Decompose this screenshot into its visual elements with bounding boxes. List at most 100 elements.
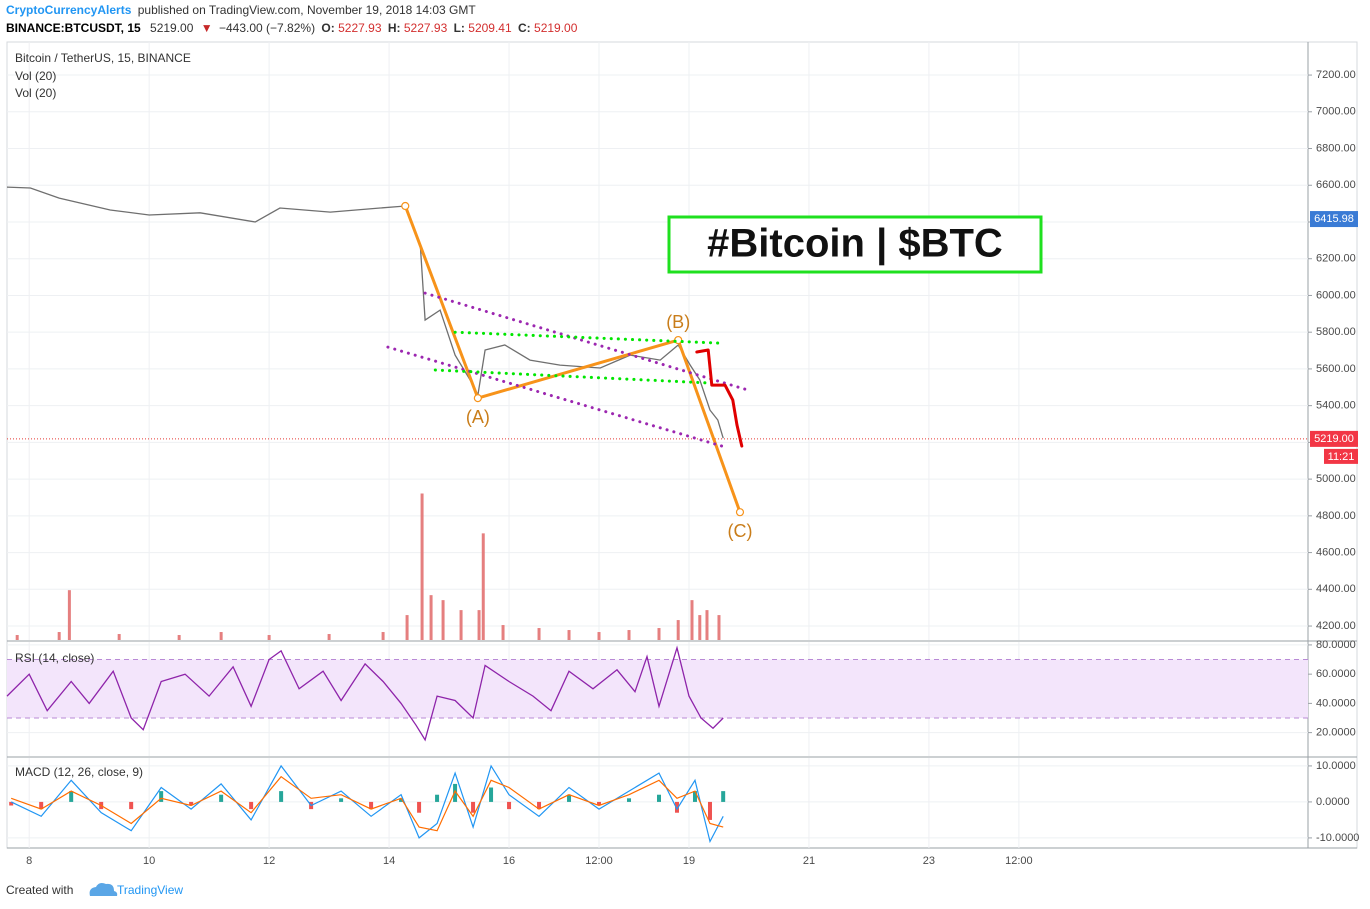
macd-histogram-bar bbox=[489, 787, 494, 802]
annotation-text: #Bitcoin | $BTC bbox=[707, 222, 1003, 266]
macd-histogram-bar bbox=[721, 791, 726, 802]
drawing-projection bbox=[695, 348, 744, 448]
wave-point bbox=[735, 508, 745, 517]
x-tick-label: 8 bbox=[26, 855, 32, 867]
macd-histogram-bar bbox=[435, 794, 440, 802]
macd-histogram-bar bbox=[707, 801, 712, 820]
macd-histogram-bar bbox=[9, 801, 14, 806]
tradingview-logo[interactable] bbox=[89, 883, 118, 896]
countdown: 11:21 bbox=[1328, 451, 1355, 463]
wave-label: (A) bbox=[466, 407, 490, 427]
volume-bar bbox=[381, 632, 385, 640]
y-tick-label: 4400.00 bbox=[1316, 583, 1356, 595]
footer-brand[interactable]: TradingView bbox=[117, 883, 183, 897]
rsi-band bbox=[7, 659, 1308, 718]
x-tick-label: 12:00 bbox=[1005, 855, 1033, 867]
y-tick-label: 7000.00 bbox=[1316, 106, 1356, 118]
countdown-box bbox=[1324, 448, 1358, 464]
y-tick-label: 5400.00 bbox=[1316, 400, 1356, 412]
indicator-title: Vol (20) bbox=[15, 86, 56, 100]
macd-histogram-bar bbox=[369, 801, 374, 810]
price-line bbox=[6, 645, 724, 742]
open-value: 5227.93 bbox=[338, 21, 382, 35]
pane-title: MACD (12, 26, close, 9) bbox=[15, 765, 143, 779]
y-tick-label: 4600.00 bbox=[1316, 546, 1356, 558]
x-tick-label: 14 bbox=[383, 855, 395, 867]
macd-histogram-bar bbox=[674, 801, 679, 813]
price-line bbox=[6, 186, 724, 439]
volume-bar bbox=[177, 635, 181, 640]
volume-bar bbox=[657, 628, 661, 640]
y-tick-label: 6000.00 bbox=[1316, 289, 1356, 301]
plot-layer: 8 10 12 14 16 12:00 19 21 23 12:00 4200.00 4400.00 4… bbox=[6, 42, 1359, 867]
macd-histogram-bar bbox=[129, 801, 134, 810]
drawing-lower-channel bbox=[386, 345, 727, 449]
volume-bar bbox=[57, 632, 61, 640]
volume-bar bbox=[537, 628, 541, 640]
x-tick-label: 12 bbox=[263, 855, 275, 867]
macd-histogram-bar bbox=[507, 801, 512, 810]
y-tick-label: 20.0000 bbox=[1316, 727, 1356, 739]
header-line-2: BINANCE:BTCUSDT, 15 5219.00 ▼ −443.00 (−… bbox=[6, 21, 578, 35]
volume-bar bbox=[597, 632, 601, 640]
wave-label: (C) bbox=[727, 521, 752, 541]
change: −443.00 (−7.82%) bbox=[219, 21, 315, 35]
symbol: BINANCE:BTCUSDT, 15 bbox=[6, 21, 141, 35]
macd-histogram-bar bbox=[39, 801, 44, 810]
macd-histogram-bar bbox=[692, 791, 697, 802]
y-tick-label: 0.0000 bbox=[1316, 796, 1350, 808]
volume-bar bbox=[501, 625, 505, 640]
x-tick-label: 19 bbox=[683, 855, 695, 867]
x-tick-label: 23 bbox=[923, 855, 935, 867]
volume-bar bbox=[705, 610, 709, 640]
y-tick-label: 5600.00 bbox=[1316, 363, 1356, 375]
open-label: O: bbox=[321, 21, 334, 35]
high-label: H: bbox=[388, 21, 401, 35]
x-tick-label: 16 bbox=[503, 855, 515, 867]
marker-price-label: 6415.98 bbox=[1314, 213, 1354, 225]
volume-bar bbox=[459, 610, 463, 640]
volume-bar bbox=[15, 635, 19, 640]
signal-line bbox=[10, 775, 724, 832]
volume-bar bbox=[267, 635, 271, 640]
volume-bar bbox=[717, 615, 721, 640]
macd-histogram-bar bbox=[537, 801, 542, 810]
y-tick-label: 6600.00 bbox=[1316, 179, 1356, 191]
macd-histogram-bar bbox=[417, 801, 422, 813]
volume-bar bbox=[481, 533, 485, 640]
volume-bar bbox=[327, 634, 331, 640]
macd-histogram-bar bbox=[471, 801, 476, 813]
volume-bar bbox=[117, 634, 121, 640]
y-tick-label: 5000.00 bbox=[1316, 473, 1356, 485]
macd-histogram-bar bbox=[159, 791, 164, 802]
wave-label: (B) bbox=[666, 312, 690, 332]
high-value: 5227.93 bbox=[404, 21, 448, 35]
macd-line bbox=[10, 764, 724, 844]
macd-histogram-bar bbox=[399, 798, 404, 802]
pane-title: Bitcoin / TetherUS, 15, BINANCE bbox=[15, 51, 191, 65]
drawing-wave bbox=[403, 204, 742, 514]
macd-histogram-bar bbox=[219, 794, 224, 802]
chart-frame bbox=[6, 41, 1358, 849]
y-tick-label: 5800.00 bbox=[1316, 326, 1356, 338]
volume-bar bbox=[420, 493, 424, 640]
macd-histogram-bar bbox=[656, 794, 661, 802]
volume-bar bbox=[676, 620, 680, 640]
footer-created: Created with bbox=[6, 883, 73, 897]
pane-title: RSI (14, close) bbox=[15, 651, 94, 665]
volume-bar bbox=[477, 610, 481, 640]
volume-bar bbox=[429, 595, 433, 640]
author-link[interactable]: CryptoCurrencyAlerts bbox=[6, 3, 132, 17]
volume-bar bbox=[690, 600, 694, 640]
macd-histogram-bar bbox=[339, 798, 344, 802]
close-label: C: bbox=[518, 21, 531, 35]
macd-histogram-bar bbox=[597, 801, 602, 806]
last-price-label: 5219.00 bbox=[1314, 433, 1354, 445]
drawing-lower-flag bbox=[433, 368, 714, 385]
macd-histogram-bar bbox=[279, 791, 284, 802]
y-tick-label: 60.0000 bbox=[1316, 668, 1356, 680]
volume-bar bbox=[405, 615, 409, 640]
y-tick-label: 7200.00 bbox=[1316, 69, 1356, 81]
y-tick-label: 6200.00 bbox=[1316, 253, 1356, 265]
